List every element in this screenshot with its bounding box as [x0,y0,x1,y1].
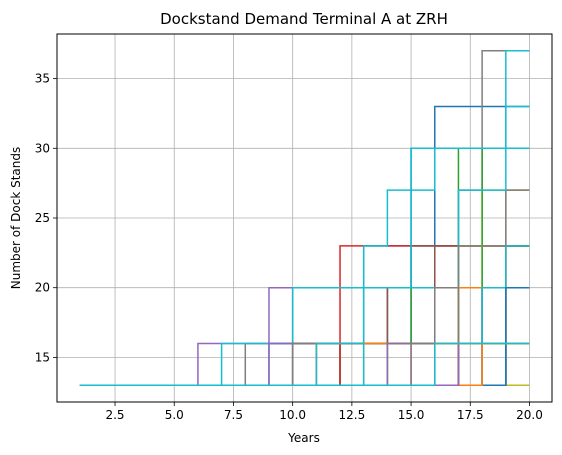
y-tick-label: 20 [35,281,50,295]
x-tick-label: 10.0 [279,408,306,422]
y-axis-ticks: 15 20 25 30 35 [35,72,57,364]
y-axis-label: Number of Dock Stands [9,147,23,290]
step-series-60 [79,342,530,387]
y-tick-label: 35 [35,72,50,86]
x-tick-label: 5.0 [165,408,184,422]
x-tick-label: 17.5 [457,408,484,422]
grid [57,34,552,402]
x-tick-label: 15.0 [398,408,425,422]
x-tick-label: 7.5 [224,408,243,422]
x-tick-label: 12.5 [339,408,366,422]
x-tick-label: 2.5 [105,408,124,422]
chart-title: Dockstand Demand Terminal A at ZRH [160,10,448,28]
x-tick-label: 20.0 [516,408,543,422]
y-tick-label: 15 [35,350,50,364]
series-group [79,49,530,387]
x-axis-ticks: 2.5 5.0 7.5 10.0 12.5 15.0 17.5 20.0 [105,402,543,422]
y-tick-label: 25 [35,211,50,225]
x-axis-label: Years [287,431,320,445]
y-tick-label: 30 [35,141,50,155]
